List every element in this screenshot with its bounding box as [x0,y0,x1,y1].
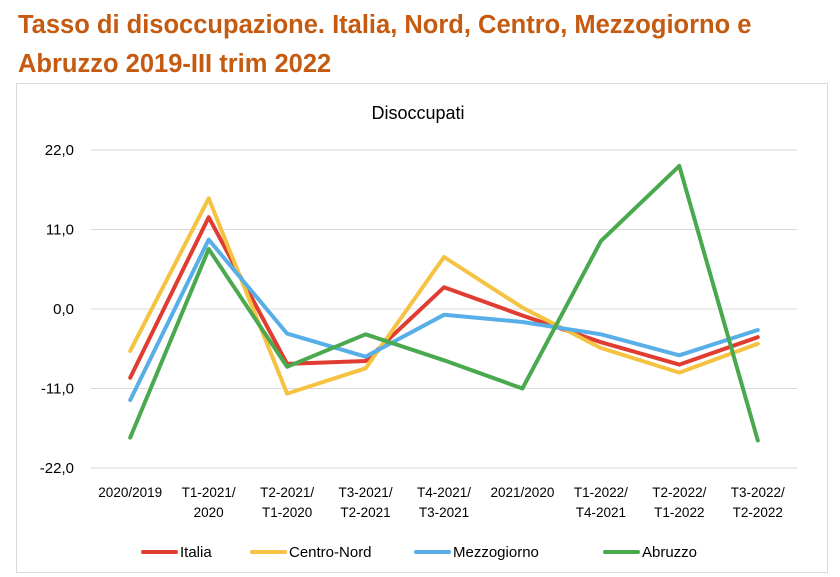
x-tick-label: T4-2021/T3-2021 [417,485,471,520]
legend-label: Italia [180,544,212,561]
x-tick-label-line: T1-2021/ [182,485,236,500]
legend: Italia Centro-Nord Mezzogiorno Abruzzo [141,544,697,561]
y-tick-label: 11,0 [46,222,74,239]
x-tick-label: T2-2022/T1-2022 [652,485,706,520]
x-tick-label: T2-2021/T1-2020 [260,485,314,520]
series-line-abruzzo [128,163,760,443]
x-tick-label-line: T3-2022/ [731,485,785,500]
y-tick-label: 0,0 [53,301,74,318]
chart-title: Disoccupati [371,103,464,123]
y-tick-label: 22,0 [45,142,74,159]
x-tick-label-line: T4-2021 [576,505,626,520]
x-tick-label-line: T1-2022 [654,505,704,520]
x-tick-label: T1-2022/T4-2021 [574,485,628,520]
series-line-mezzogiorno [128,237,760,403]
series-line-centro-nord [128,196,760,396]
x-tick-label: T3-2021/T2-2021 [339,485,393,520]
x-tick-label: 2021/2020 [491,485,555,500]
y-axis-ticks: 22,0 11,0 0,0 -11,0 -22,0 [40,142,74,477]
legend-label: Abruzzo [642,544,697,561]
y-tick-label: -11,0 [41,381,74,398]
x-tick-label-line: T2-2022/ [652,485,706,500]
x-tick-label-line: T4-2021/ [417,485,471,500]
x-tick-label-line: 2020/2019 [98,485,162,500]
page-title: Tasso di disoccupazione. Italia, Nord, C… [18,11,752,78]
x-tick-label: T3-2022/T2-2022 [731,485,785,520]
legend-label: Centro-Nord [289,544,372,561]
x-tick-label-line: T1-2022/ [574,485,628,500]
y-tick-label: -22,0 [40,460,74,477]
x-tick-label-line: T1-2020 [262,505,312,520]
x-tick-label-line: T3-2021/ [339,485,393,500]
x-tick-label-line: T2-2021/ [260,485,314,500]
x-tick-label-line: T3-2021 [419,505,469,520]
x-tick-label: T1-2021/2020 [182,485,236,520]
legend-label: Mezzogiorno [453,544,539,561]
x-tick-label: 2020/2019 [98,485,162,500]
series-lines [128,163,760,443]
x-tick-label-line: 2021/2020 [491,485,555,500]
x-tick-label-line: T2-2022 [733,505,783,520]
gridlines [91,149,797,469]
x-tick-label-line: T2-2021 [340,505,390,520]
x-tick-label-line: 2020 [194,505,224,520]
x-axis-ticks: 2020/2019 T1-2021/2020 T2-2021/T1-2020 T3-2… [98,485,785,520]
